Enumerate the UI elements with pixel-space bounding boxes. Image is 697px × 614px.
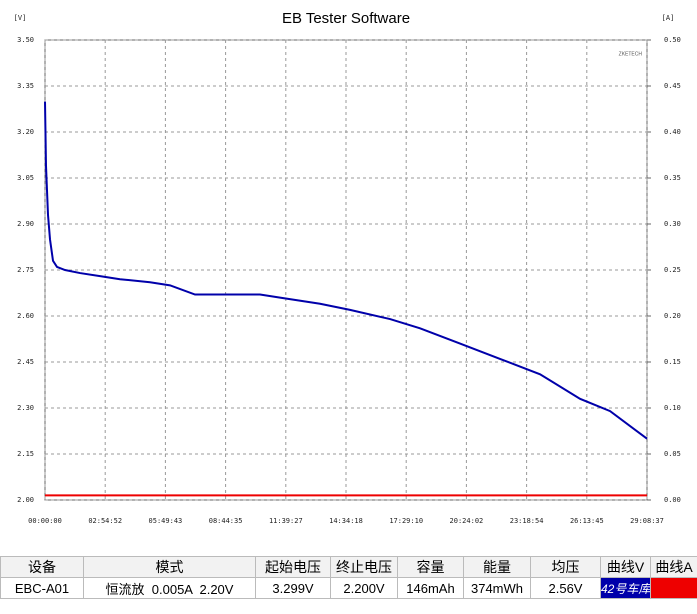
y2-axis-label: [A]: [662, 14, 675, 22]
x-tick-label: 23:18:54: [510, 517, 544, 525]
header-cell: 能量: [463, 556, 531, 578]
y2-tick-label: 0.35: [664, 174, 681, 182]
y2-tick-label: 0.25: [664, 266, 681, 274]
y2-tick-label: 0.30: [664, 220, 681, 228]
y2-tick-label: 0.05: [664, 450, 681, 458]
x-tick-label: 17:29:10: [389, 517, 423, 525]
summary-table: 设备 模式 起始电压 终止电压 容量 能量 均压 曲线V 曲线A EBC-A01 恒流放 0.005…: [0, 556, 697, 599]
cell: 3.299V: [255, 577, 331, 599]
y2-tick-label: 0.15: [664, 358, 681, 366]
cell: 2.56V: [530, 577, 601, 599]
header-cell: 均压: [530, 556, 601, 578]
header-row: 设备 模式 起始电压 终止电压 容量 能量 均压 曲线V 曲线A: [0, 556, 697, 578]
header-cell: 起始电压: [255, 556, 331, 578]
x-tick-label: 08:44:35: [209, 517, 243, 525]
x-tick-label: 26:13:45: [570, 517, 604, 525]
x-tick-label: 14:34:18: [329, 517, 363, 525]
y2-tick-label: 0.20: [664, 312, 681, 320]
y2-tick-label: 0.00: [664, 496, 681, 504]
header-cell: 模式: [83, 556, 256, 578]
x-tick-label: 29:08:37: [630, 517, 664, 525]
x-tick-label: 02:54:52: [88, 517, 122, 525]
data-row: EBC-A01 恒流放 0.005A 2.20V 3.299V 2.200V 146mA…: [0, 577, 697, 599]
y-tick-label: 2.60: [17, 312, 34, 320]
y-axis-label: [V]: [14, 14, 27, 22]
cell: 374mWh: [463, 577, 531, 599]
y2-tick-label: 0.10: [664, 404, 681, 412]
badge: 42号车库: [601, 581, 651, 596]
cell: 2.200V: [330, 577, 398, 599]
y-tick-label: 3.05: [17, 174, 34, 182]
y-tick-label: 2.90: [17, 220, 34, 228]
header-cell: 设备: [0, 556, 84, 578]
cell: 恒流放 0.005A 2.20V: [83, 577, 256, 599]
y-tick-label: 3.20: [17, 128, 34, 136]
chart-title: EB Tester Software: [282, 10, 410, 27]
y-tick-label: 3.35: [17, 82, 34, 90]
header-cell: 容量: [397, 556, 464, 578]
header-cell: 曲线V: [600, 556, 651, 578]
y-tick-label: 2.00: [17, 496, 34, 504]
header-cell: 曲线A: [650, 556, 697, 578]
y-tick-label: 2.75: [17, 266, 34, 274]
y2-tick-label: 0.45: [664, 82, 681, 90]
header-cell: 终止电压: [330, 556, 398, 578]
x-tick-label: 05:49:43: [149, 517, 183, 525]
y-tick-label: 3.50: [17, 36, 34, 44]
x-tick-label: 20:24:02: [450, 517, 484, 525]
chart: EB Tester Software [V] [A] ZKETECH 2.00 2…: [14, 10, 681, 525]
y-tick-label: 2.45: [17, 358, 34, 366]
cell: EBC-A01: [0, 577, 84, 599]
watermark: ZKETECH: [619, 51, 643, 57]
y-tick-label: 2.30: [17, 404, 34, 412]
x-tick-label: 11:39:27: [269, 517, 303, 525]
cell: 146mAh: [397, 577, 464, 599]
y2-tick-label: 0.50: [664, 36, 681, 44]
curve-swatch: 42号车库: [600, 577, 651, 599]
y2-tick-label: 0.40: [664, 128, 681, 136]
x-tick-label: 00:00:00: [28, 517, 62, 525]
curve-swatch: [650, 577, 697, 599]
y-tick-label: 2.15: [17, 450, 34, 458]
series-line: [44, 101, 648, 440]
